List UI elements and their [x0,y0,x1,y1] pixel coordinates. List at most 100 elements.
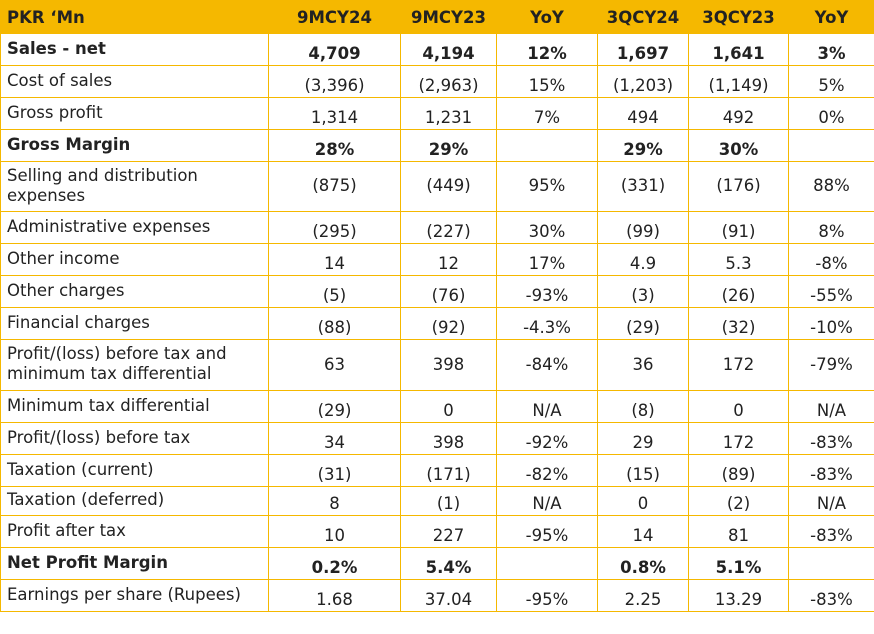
table-row: Administrative expenses (295) (227) 30% (99)… [0,211,874,244]
income-statement-table: PKR ‘Mn 9MCY24 9MCY23 YoY 3QCY24 3QCY23 … [0,0,874,612]
row-label: Other income [0,243,269,276]
value-cell: 172 [688,422,789,455]
table-row: Profit/(loss) before tax and minimum tax… [0,339,874,391]
value-cell: 4.9 [597,243,689,276]
value-cell [496,129,598,162]
value-cell: -93% [496,275,598,308]
value-cell: (15) [597,454,689,487]
value-cell: 4,709 [268,33,401,66]
value-cell: 1,641 [688,33,789,66]
value-cell: 14 [597,515,689,548]
table-row: Taxation (deferred) 8 (1) N/A 0 (2) N/A [0,486,874,516]
value-cell: 494 [597,97,689,130]
value-cell: 30% [496,211,598,244]
value-cell: 8% [788,211,874,244]
value-cell: (1) [400,486,497,516]
value-cell: 0.2% [268,547,401,580]
value-cell: (89) [688,454,789,487]
value-cell: -10% [788,307,874,340]
value-cell: 7% [496,97,598,130]
value-cell: -82% [496,454,598,487]
value-cell: -83% [788,515,874,548]
row-label: Profit/(loss) before tax [0,422,269,455]
value-cell: N/A [788,486,874,516]
value-cell: 12 [400,243,497,276]
value-cell: (92) [400,307,497,340]
value-cell: 8 [268,486,401,516]
value-cell: 81 [688,515,789,548]
value-cell: (449) [400,161,497,212]
value-cell [788,129,874,162]
table-row: Net Profit Margin 0.2% 5.4% 0.8% 5.1% [0,547,874,580]
value-cell: -79% [788,339,874,391]
value-cell: 30% [688,129,789,162]
value-cell: (875) [268,161,401,212]
value-cell: 15% [496,65,598,98]
row-label: Minimum tax differential [0,390,269,423]
value-cell: (331) [597,161,689,212]
header-cell: YoY [788,0,874,34]
value-cell: 2.25 [597,579,689,612]
value-cell [788,547,874,580]
value-cell: (29) [597,307,689,340]
value-cell: N/A [496,390,598,423]
table-row: Other income 14 12 17% 4.9 5.3 -8% [0,243,874,276]
value-cell: 227 [400,515,497,548]
value-cell: (88) [268,307,401,340]
value-cell: 1.68 [268,579,401,612]
row-label: Sales - net [0,33,269,66]
value-cell: 0 [597,486,689,516]
value-cell: 0 [688,390,789,423]
value-cell: (99) [597,211,689,244]
header-cell: 3QCY23 [688,0,789,34]
value-cell: (31) [268,454,401,487]
header-cell: 9MCY24 [268,0,401,34]
table-row: Cost of sales (3,396) (2,963) 15% (1,203) (1,… [0,65,874,98]
table-row: Sales - net 4,709 4,194 12% 1,697 1,641 3% [0,33,874,66]
value-cell: 4,194 [400,33,497,66]
table-row: Gross Margin 28% 29% 29% 30% [0,129,874,162]
value-cell: 5.1% [688,547,789,580]
value-cell: 37.04 [400,579,497,612]
value-cell: 36 [597,339,689,391]
value-cell: -55% [788,275,874,308]
row-label: Financial charges [0,307,269,340]
value-cell: (227) [400,211,497,244]
value-cell: (171) [400,454,497,487]
value-cell: -84% [496,339,598,391]
table-row: Minimum tax differential (29) 0 N/A (8) 0 N/A [0,390,874,423]
table-row: Gross profit 1,314 1,231 7% 494 492 0% [0,97,874,130]
value-cell: (32) [688,307,789,340]
row-label: Taxation (deferred) [0,486,269,516]
value-cell: -92% [496,422,598,455]
value-cell: 63 [268,339,401,391]
value-cell: 1,231 [400,97,497,130]
value-cell: 12% [496,33,598,66]
value-cell: (2,963) [400,65,497,98]
value-cell: 5.3 [688,243,789,276]
row-label: Cost of sales [0,65,269,98]
value-cell: 172 [688,339,789,391]
table-row: Taxation (current) (31) (171) -82% (15) (89) -… [0,454,874,487]
value-cell: (295) [268,211,401,244]
value-cell: (76) [400,275,497,308]
value-cell: 0% [788,97,874,130]
value-cell: -8% [788,243,874,276]
header-cell: YoY [496,0,598,34]
value-cell: 5.4% [400,547,497,580]
value-cell: -95% [496,515,598,548]
value-cell: 88% [788,161,874,212]
value-cell: 398 [400,339,497,391]
value-cell: (2) [688,486,789,516]
value-cell: 13.29 [688,579,789,612]
value-cell: 29% [597,129,689,162]
value-cell: (1,149) [688,65,789,98]
row-label: Earnings per share (Rupees) [0,579,269,612]
header-cell: PKR ‘Mn [0,0,269,34]
value-cell: 0.8% [597,547,689,580]
table-row: Selling and distribution expenses (875) (4… [0,161,874,212]
value-cell: (3) [597,275,689,308]
value-cell: -83% [788,579,874,612]
row-label: Net Profit Margin [0,547,269,580]
value-cell [496,547,598,580]
